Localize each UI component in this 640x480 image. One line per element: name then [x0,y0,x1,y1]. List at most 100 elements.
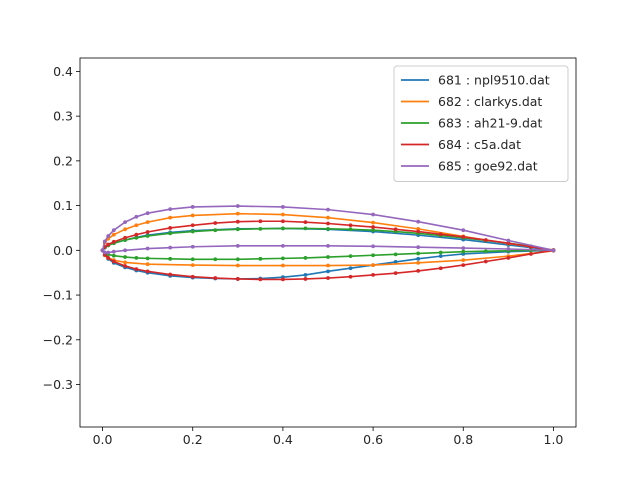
data-point [461,235,466,239]
data-point [326,221,330,226]
series-layer [100,204,556,282]
data-point [461,246,466,250]
x-tick-label: 0.4 [273,432,293,447]
data-point [111,228,116,233]
y-tick-label: −0.3 [43,377,73,392]
data-point [235,227,240,232]
data-point [393,260,398,264]
data-point [134,232,139,237]
data-point [258,226,263,231]
data-point [190,257,195,262]
legend-label: 683 : ah21-9.dat [438,116,543,131]
y-tick-label: 0.2 [53,153,73,168]
data-point [326,226,330,231]
legend-item: 683 : ah21-9.dat [401,116,543,131]
data-point [235,211,240,216]
data-point [123,248,127,253]
data-point [326,255,330,259]
data-point [506,241,511,246]
y-tick-label: 0.4 [53,64,73,79]
data-point [506,256,511,260]
data-point [326,269,330,274]
data-point [529,252,533,256]
data-point [213,228,218,233]
data-point [393,252,398,257]
data-point [134,267,139,272]
legend-label: 681 : npl9510.dat [438,73,550,88]
legend-item: 685 : goe92.dat [401,159,538,174]
data-point [235,204,240,208]
data-point [213,221,218,225]
x-tick-label: 1.0 [544,432,564,447]
data-point [134,256,139,260]
data-point [235,277,240,281]
data-point [438,232,443,237]
legend-label: 685 : goe92.dat [438,159,538,174]
data-point [281,212,285,217]
data-point [326,207,330,212]
data-point [102,239,107,244]
data-point [123,264,127,268]
y-tick-label: 0.1 [53,198,73,213]
x-tick-label: 0.2 [183,432,203,447]
legend-label: 684 : c5a.dat [438,137,521,152]
legend-label: 682 : clarkys.dat [438,94,542,109]
data-point [416,245,421,250]
data-point [145,262,150,267]
data-point [145,234,150,238]
data-point [235,263,240,268]
data-point [168,207,173,212]
data-point [145,211,150,216]
data-point [258,219,263,224]
data-point [134,223,139,228]
legend-item: 682 : clarkys.dat [401,94,542,109]
data-point [506,247,511,251]
data-point [106,234,111,238]
data-point [303,226,308,231]
data-point [281,205,285,209]
data-point [393,227,398,232]
data-point [348,274,353,279]
data-point [168,226,173,230]
y-tick-label: 0.0 [53,243,73,258]
data-point [303,220,308,225]
data-point [258,277,263,282]
data-point [438,266,443,271]
data-point [168,272,173,277]
data-point [111,239,116,244]
data-point [106,256,111,260]
data-point [123,260,127,265]
data-point [438,250,443,255]
data-point [145,269,150,274]
data-point [461,258,466,263]
x-tick-label: 0.6 [363,432,383,447]
data-point [134,235,139,240]
data-point [111,249,116,254]
data-point [483,249,488,254]
data-point [461,228,466,233]
data-point [111,253,116,258]
data-point [168,256,173,261]
legend-box [393,65,569,182]
data-point [371,220,375,225]
data-point [190,244,195,249]
data-point [168,215,173,220]
data-point [348,227,353,232]
data-point [190,223,195,228]
data-point [213,257,218,262]
data-point [326,263,330,268]
data-point [303,273,308,277]
data-point [416,219,421,224]
data-point [483,259,488,264]
data-point [371,263,375,267]
data-point [326,276,330,280]
data-point [106,242,111,247]
y-tick-label: −0.2 [43,332,73,347]
data-point [168,231,173,236]
data-point [371,212,375,217]
data-point [123,227,127,232]
axes-layer: 0.0 0.2 0.4 0.6 0.8 1.0 −0.3 −0.2 −0.1 0.0 0.1 0.2 0… [43,57,577,447]
data-point [506,238,511,243]
y-tick-label: −0.1 [43,288,73,303]
